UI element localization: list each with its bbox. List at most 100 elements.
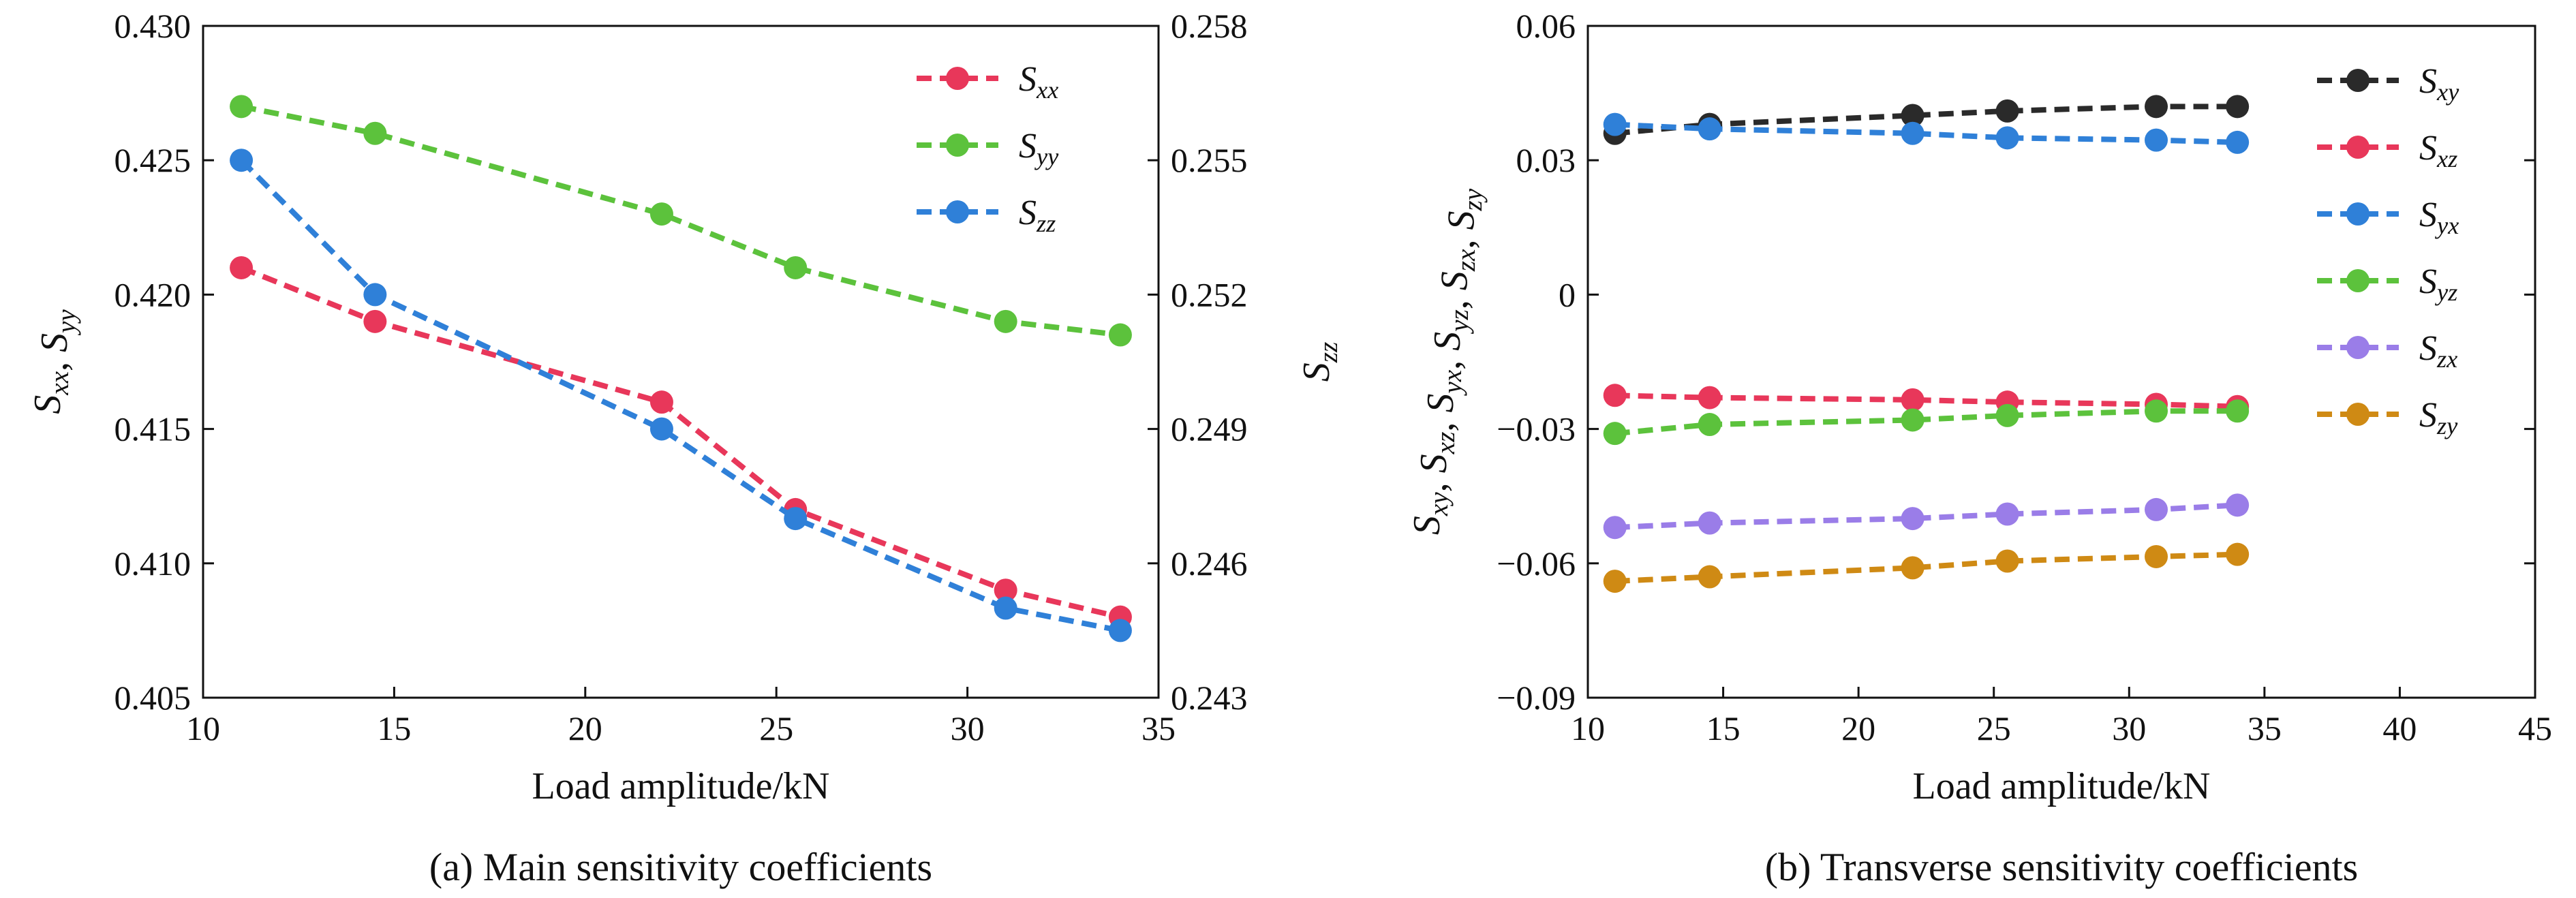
data-point-Szx (1603, 516, 1627, 540)
panel-b-transverse-sensitivity: 10 15 20 25 30 35 40 45 −0.09 −0.06 −0.03 0 0.03 0.06… (1406, 7, 2552, 889)
data-point-Syy (230, 95, 254, 119)
data-point-Syx (2145, 128, 2168, 152)
label-subscript: yz (2434, 279, 2457, 306)
label-symbol: S (2419, 196, 2437, 234)
data-point-Szx (2226, 493, 2250, 517)
y-tick-label-left: −0.06 (1497, 544, 1576, 583)
data-point-Sxx (649, 390, 673, 414)
label-subscript: yy (52, 309, 81, 336)
data-point-Szy (1995, 549, 2019, 573)
series-line-Szy (1614, 551, 2238, 585)
x-tick-label: 35 (1141, 709, 1176, 747)
y-tick-label-left: 0.410 (114, 544, 191, 583)
data-point-Syx (1995, 126, 2019, 150)
y-tick-label-right: 0.243 (1171, 679, 1248, 717)
series-line-Szx (1614, 502, 2238, 531)
label-symbol: S (1406, 516, 1448, 535)
legend-marker-Sxz (2346, 136, 2370, 159)
data-point-Sxy (1901, 104, 1925, 127)
label-symbol: S (2419, 262, 2437, 301)
label-subscript: xx (45, 371, 74, 395)
data-point-Szx (1995, 502, 2019, 526)
label-symbol: S (2419, 329, 2437, 368)
label-subscript: zz (1036, 210, 1056, 237)
label-subscript: yx (2434, 212, 2459, 239)
label-symbol: S (2419, 396, 2437, 435)
data-point-Szy (2226, 542, 2250, 566)
label-subscript: yx (1438, 369, 1467, 396)
data-point-Szz (784, 507, 808, 531)
x-tick-label: 25 (759, 709, 793, 747)
data-point-Syy (994, 309, 1017, 333)
y-tick-label-right: 0.246 (1171, 544, 1248, 583)
data-point-Syy (784, 256, 808, 279)
x-tick-label: 30 (951, 709, 985, 747)
y-axis-label-left: Sxx​, Syy​ (27, 309, 81, 414)
legend-label-Syz: Syz​ (2419, 262, 2457, 306)
label-symbol: S (27, 395, 69, 414)
label-subscript: zx (1452, 249, 1481, 272)
data-point-Sxx (363, 309, 387, 333)
legend-marker-Syz (2346, 269, 2370, 292)
data-point-Syz (1603, 422, 1627, 446)
label-symbol: S (2419, 129, 2437, 168)
label-symbol: S (1426, 332, 1469, 351)
x-tick-label: 20 (1841, 709, 1875, 747)
data-point-Syz (1698, 413, 1721, 437)
plot-frame (202, 25, 1160, 699)
data-point-Szy (1698, 565, 1721, 589)
y-tick-label-left: 0.420 (114, 275, 191, 313)
y-axis-label-left: Sxy​, Sxz​, Syx​, Syz​, Szx​, Szy​ (1406, 188, 1488, 535)
panel-caption: (a) Main sensitivity coefficients (429, 845, 932, 889)
data-point-Syz (2226, 399, 2250, 423)
x-tick-label: 45 (2518, 709, 2552, 747)
label-symbol: S (1295, 362, 1338, 382)
data-point-Syz (2145, 399, 2168, 423)
legend-label-Sxy: Sxy​ (2419, 62, 2459, 106)
y-tick-label-right: 0.252 (1171, 275, 1248, 313)
x-tick-label: 25 (1977, 709, 2011, 747)
label-separator: , (1433, 290, 1475, 309)
y-tick-label-left: 0.405 (114, 679, 191, 717)
x-tick-label: 20 (568, 709, 602, 747)
legend-marker-Sxy (2346, 69, 2370, 92)
data-point-Syy (1108, 323, 1132, 347)
label-subscript: xz (1431, 432, 1460, 455)
label-subscript: xy (2436, 78, 2459, 106)
x-tick-label: 10 (186, 709, 220, 747)
y-tick-label-left: −0.03 (1497, 410, 1576, 448)
y-tick-label-left: −0.09 (1497, 679, 1576, 717)
data-point-Szy (2145, 544, 2168, 568)
x-tick-label: 10 (1571, 709, 1605, 747)
data-point-Szz (649, 417, 673, 441)
label-separator: , (1420, 413, 1462, 432)
data-point-Sxx (230, 256, 254, 279)
data-point-Sxz (1603, 384, 1627, 407)
x-tick-label: 30 (2112, 709, 2146, 747)
label-symbol: S (33, 333, 76, 352)
label-symbol: S (2419, 62, 2437, 101)
data-point-Sxx (994, 578, 1017, 602)
label-subscript: yz (1445, 309, 1474, 335)
data-point-Szx (1698, 511, 1721, 535)
data-point-Syx (1901, 121, 1925, 145)
x-tick-label: 15 (1706, 709, 1741, 747)
legend-label-Szz: Szz​ (1019, 193, 1056, 237)
label-separator: , (1426, 351, 1469, 370)
label-subscript: zz (1314, 342, 1343, 364)
legend-marker-Syx (2346, 202, 2370, 226)
label-subscript: xx (1036, 76, 1058, 104)
label-separator: , (1440, 230, 1482, 249)
data-point-Sxy (1995, 99, 2019, 123)
legend-label-Szx: Szx​ (2419, 329, 2457, 373)
data-point-Sxy (2226, 95, 2250, 119)
x-tick-label: 15 (377, 709, 411, 747)
data-point-Syz (1901, 408, 1925, 432)
legend-label-Szy: Szy​ (2419, 396, 2458, 439)
data-point-Syy (649, 202, 673, 226)
data-point-Sxy (2145, 95, 2168, 119)
y-tick-label-right: 0.249 (1171, 410, 1248, 448)
series-line-Syy (241, 104, 1121, 338)
data-point-Sxz (1698, 386, 1721, 409)
series-line-Sxx (240, 265, 1121, 620)
